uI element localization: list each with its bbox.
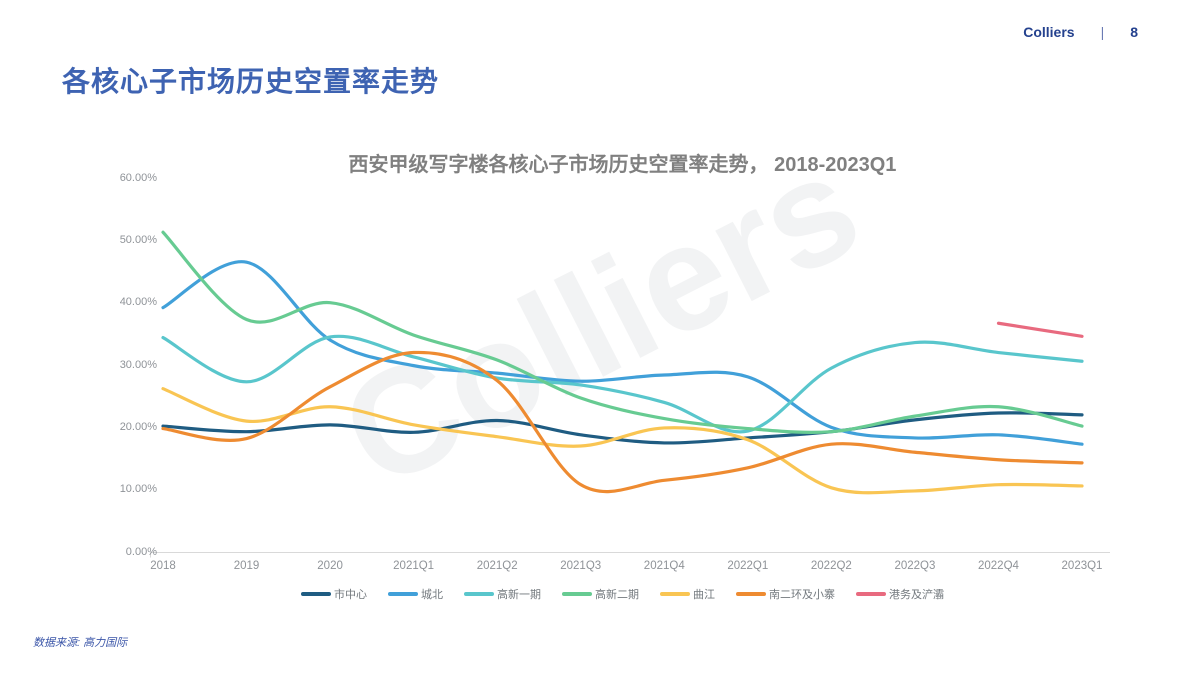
legend-swatch [388,592,418,596]
legend-item-chengbei: 城北 [388,586,443,602]
x-tick-label: 2020 [317,560,343,572]
source-note: 数据来源: 高力国际 [33,637,128,649]
line-south-2nd-ring-xiaozhai [161,350,1084,494]
legend-swatch [464,592,494,596]
chart-legend: 市中心 城北 高新一期 高新二期 曲江 南二环及小寨 港务及浐灞 [150,586,1095,602]
legend-item-city-center: 市中心 [301,586,367,602]
line-gaoxin-phase-1 [161,334,1084,434]
line-chengbei [161,260,1084,446]
legend-item-gangwu-chanba: 港务及浐灞 [856,586,944,602]
y-tick-label: 50.00% [119,233,157,246]
x-tick-label: 2019 [233,560,260,572]
x-tick-label: 2023Q1 [1061,560,1103,572]
legend-item-south-2nd-ring-xiaozhai: 南二环及小寨 [736,586,835,602]
y-tick-label: 0.00% [125,545,157,558]
y-tick-label: 10.00% [119,483,157,496]
y-tick-label: 20.00% [119,420,157,433]
legend-item-gaoxin-phase-1: 高新一期 [464,586,541,602]
x-tick-label: 2021Q2 [476,560,518,572]
legend-label: 港务及浐灞 [889,589,944,601]
x-tick-label: 2022Q2 [810,560,852,572]
x-tick-label: 2022Q1 [727,560,769,572]
legend-label: 高新一期 [497,589,541,601]
legend-swatch [856,592,886,596]
y-tick-label: 40.00% [119,296,157,309]
legend-label: 城北 [421,589,443,601]
x-tick-label: 2021Q1 [393,560,435,572]
legend-label: 曲江 [693,589,715,601]
legend-swatch [736,592,766,596]
legend-swatch [660,592,690,596]
line-qujiang [161,387,1084,495]
brand-header: Colliers | 8 [1023,24,1138,40]
page-number: 8 [1130,24,1138,40]
line-city-center [161,411,1084,445]
line-gaoxin-phase-2 [161,230,1084,434]
y-tick-label: 60.00% [119,171,157,184]
legend-label: 市中心 [334,589,367,601]
x-tick-label: 2018 [150,560,176,572]
legend-swatch [562,592,592,596]
legend-item-gaoxin-phase-2: 高新二期 [562,586,639,602]
x-tick-label: 2021Q4 [643,560,685,572]
x-tick-label: 2022Q3 [894,560,936,572]
legend-label: 高新二期 [595,589,639,601]
header-separator: | [1100,24,1105,40]
line-gangwu-chanba [996,321,1084,338]
page-title: 各核心子市场历史空置率走势 [62,66,440,97]
x-tick-label: 2022Q4 [977,560,1019,572]
legend-label: 南二环及小寨 [769,589,835,601]
brand-logo-text: Colliers [1023,24,1075,40]
y-tick-label: 30.00% [119,358,157,371]
chart-title: 西安甲级写字楼各核心子市场历史空置率走势， 2018-2023Q1 [348,154,897,176]
x-tick-label: 2021Q3 [560,560,602,572]
series-lines [161,230,1084,495]
legend-swatch [301,592,331,596]
legend-item-qujiang: 曲江 [660,586,715,602]
